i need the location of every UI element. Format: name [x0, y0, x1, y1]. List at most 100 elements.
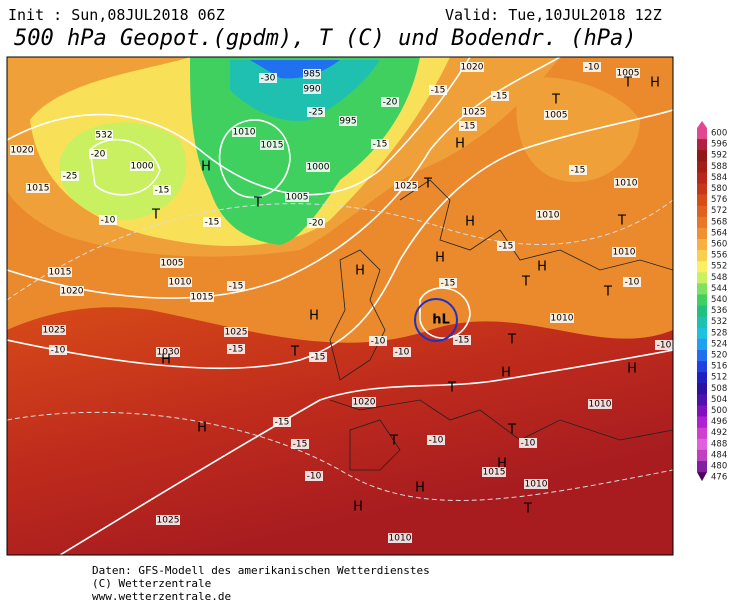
label-bg [482, 467, 506, 477]
label-bg [462, 107, 486, 117]
colorbar-label: 568 [711, 217, 727, 227]
label-bg [273, 417, 291, 427]
map-label: 985 [303, 70, 320, 80]
map-label: -10 [395, 348, 410, 358]
valid-time: Valid: Tue,10JUL2018 12Z [445, 6, 662, 24]
map-label: -15 [311, 353, 326, 363]
contour [7, 109, 673, 370]
colorbar-segment [697, 416, 707, 428]
map-label: 1000 [307, 163, 330, 173]
label-bg [42, 325, 66, 335]
map-label: 1005 [161, 259, 184, 269]
map-label: -15 [461, 122, 476, 132]
label-bg [655, 340, 673, 350]
map-label: 1025 [157, 516, 180, 526]
label-bg [285, 192, 309, 202]
label-bg [130, 161, 154, 171]
contour [7, 57, 471, 196]
map-label: 1015 [27, 184, 50, 194]
colorbar-segment [697, 461, 707, 473]
map-label: T [523, 502, 532, 517]
map-label: T [151, 208, 160, 223]
label-bg [224, 327, 248, 337]
colorbar-cap [697, 121, 707, 128]
colorbar-label: 520 [711, 351, 727, 361]
colorbar-label: 488 [711, 439, 727, 449]
map-label: hL [432, 313, 450, 328]
colorbar-label: 600 [711, 129, 727, 139]
colorbar-segment [697, 438, 707, 451]
colorbar-label: 560 [711, 240, 727, 250]
map-label: -25 [309, 108, 324, 118]
label-bg [623, 277, 641, 287]
map-label: -15 [229, 345, 244, 355]
colorbar-label: 532 [711, 317, 727, 327]
colorbar-segment [697, 283, 707, 295]
label-bg [612, 247, 636, 257]
map-label: -10 [521, 439, 536, 449]
contour [419, 287, 471, 339]
map-label: T [447, 381, 456, 396]
map-label: 1025 [395, 182, 418, 192]
label-bg [26, 183, 50, 193]
cold-pocket [59, 122, 187, 220]
map-label: 1020 [11, 146, 34, 156]
map-label: 1030 [157, 348, 180, 358]
colorbar-segment [697, 350, 707, 362]
colorbar-segment [697, 338, 707, 351]
label-bg [95, 130, 113, 140]
map: 985990-30-259951010101510001005T-20-2010… [7, 57, 673, 555]
colorbar-segment [697, 205, 707, 218]
map-label: -15 [455, 336, 470, 346]
map-label: -10 [51, 346, 66, 356]
core-area [250, 60, 340, 79]
map-label: -15 [571, 166, 586, 176]
colorbar-label: 588 [711, 162, 727, 172]
map-label: H [465, 215, 475, 230]
label-bg [544, 110, 568, 120]
label-bg [352, 397, 376, 407]
map-label: 1025 [225, 328, 248, 338]
footer-line: www.wetterzentrale.de [92, 590, 231, 603]
map-label: -20 [91, 150, 106, 160]
colorbar-label: 552 [711, 262, 727, 272]
label-bg [291, 439, 309, 449]
colorbar-label: 584 [711, 173, 727, 183]
map-label: T [423, 177, 432, 192]
map-label: 995 [339, 117, 356, 127]
colorbar-label: 572 [711, 206, 727, 216]
colorbar-label: 504 [711, 395, 727, 405]
label-bg [369, 336, 387, 346]
map-label: 1010 [615, 179, 638, 189]
label-bg [427, 435, 445, 445]
colorbar-segment [697, 139, 707, 151]
label-bg [303, 84, 321, 94]
colorbar-segment [697, 172, 707, 184]
colorbar-segment [697, 294, 707, 306]
label-bg [99, 215, 117, 225]
label-bg [371, 139, 389, 149]
label-bg [583, 62, 601, 72]
colorbar-segment [697, 194, 707, 206]
label-bg [519, 438, 537, 448]
map-label: -20 [383, 98, 398, 108]
label-bg [190, 292, 214, 302]
label-bg [309, 352, 327, 362]
map-label: 1020 [61, 287, 84, 297]
label-bg [536, 210, 560, 220]
map-label: -15 [155, 186, 170, 196]
map-label: 1005 [545, 111, 568, 121]
map-label: 1015 [261, 141, 284, 151]
label-bg [156, 515, 180, 525]
label-bg [491, 91, 509, 101]
map-label: -30 [261, 74, 276, 84]
colorbar-segment [697, 383, 707, 395]
colorbar-label: 592 [711, 151, 727, 161]
label-bg [339, 116, 357, 126]
map-label: H [161, 353, 171, 368]
colorbar-segment [697, 372, 707, 384]
map-label: -15 [431, 86, 446, 96]
colorbar-segment [697, 305, 707, 317]
label-bg [48, 267, 72, 277]
